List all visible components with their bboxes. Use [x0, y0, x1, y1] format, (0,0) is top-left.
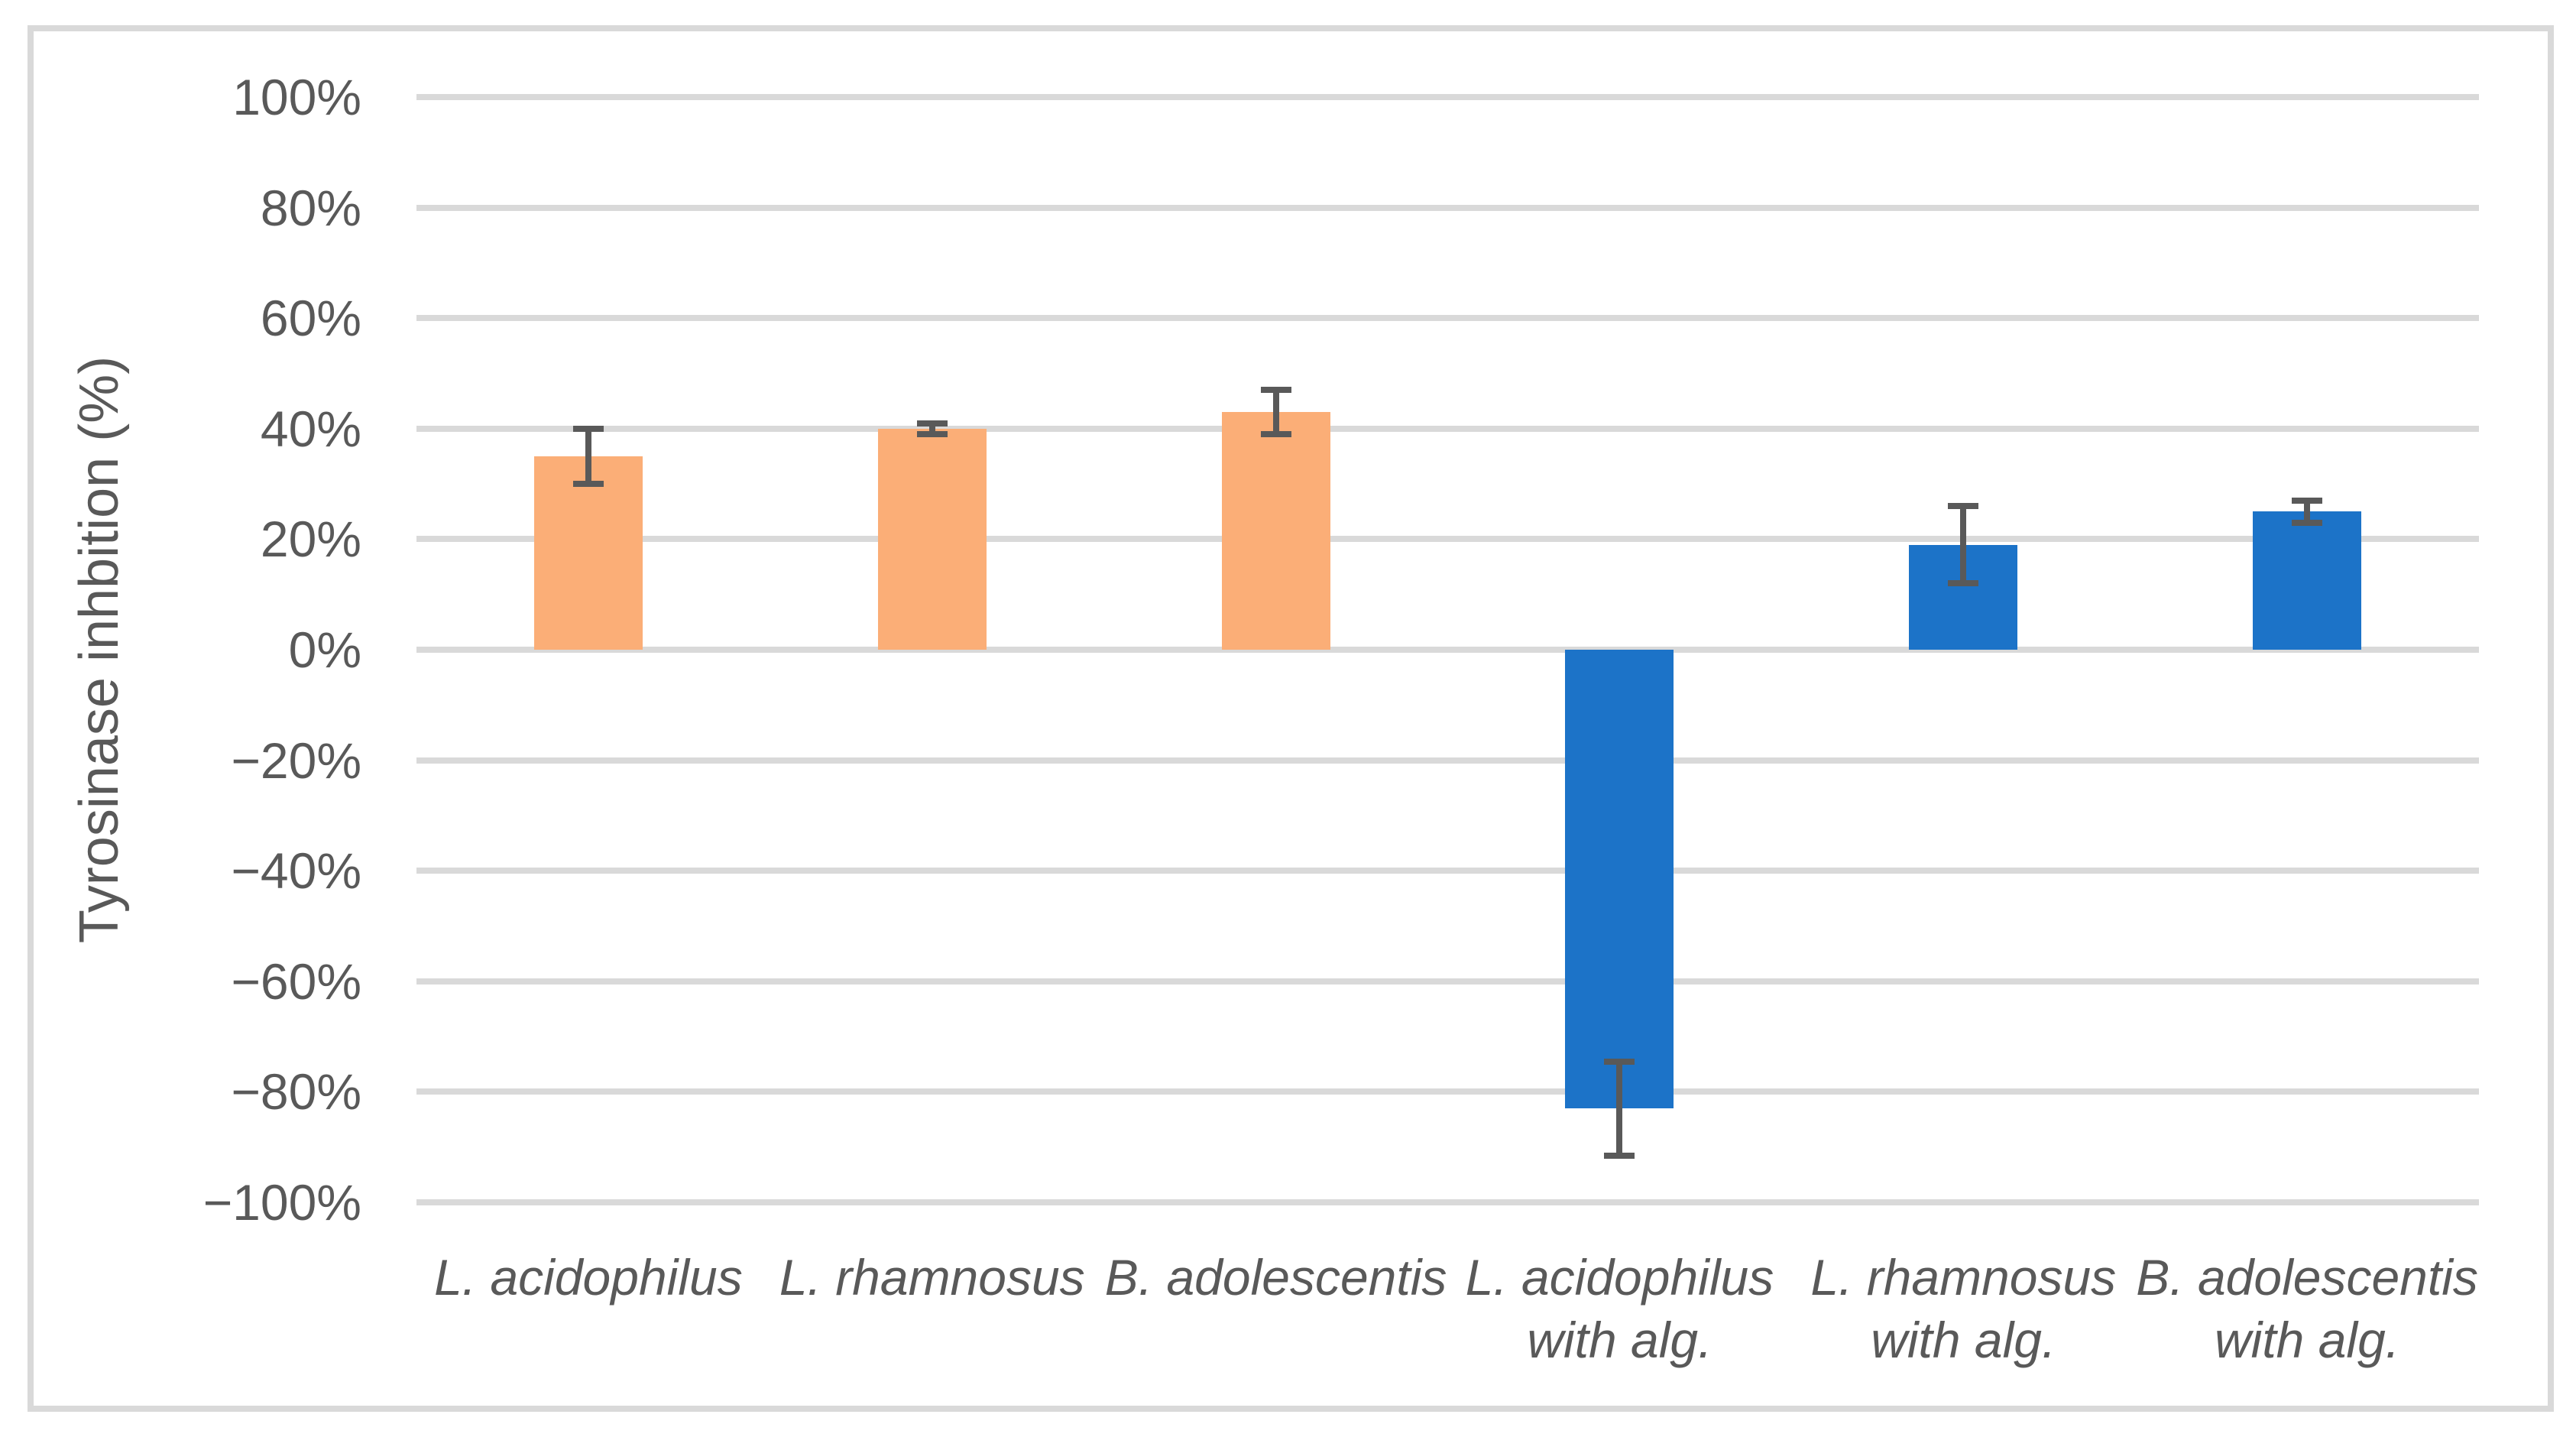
gridline	[416, 425, 2479, 432]
error-bar-cap	[1948, 503, 1979, 510]
error-bar-cap	[2292, 519, 2323, 526]
gridline	[416, 757, 2479, 764]
chart-border	[28, 25, 2554, 1412]
bar-b-adolescentis	[1221, 412, 1330, 650]
y-tick-label: 80%	[260, 179, 361, 236]
y-tick-label: −80%	[231, 1063, 361, 1121]
error-bar-cap	[916, 420, 948, 427]
y-tick-label: 40%	[260, 400, 361, 457]
bar-l-rhamnosus	[877, 428, 987, 650]
gridline	[416, 868, 2479, 874]
error-bar-line	[1960, 506, 1967, 584]
gridline	[416, 1199, 2479, 1205]
error-bar-cap	[2292, 497, 2323, 504]
y-tick-label: −40%	[231, 842, 361, 900]
bar-b-adolescentis-with-alg	[2253, 511, 2362, 650]
y-tick-label: −60%	[231, 952, 361, 1010]
y-tick-label: 60%	[260, 290, 361, 347]
error-bar-cap	[572, 425, 604, 432]
error-bar-cap	[1604, 1152, 1635, 1159]
gridline	[416, 1088, 2479, 1095]
error-bar-line	[1272, 390, 1279, 435]
x-category-label-l-acidophilus: L. acidophilus	[434, 1249, 743, 1306]
error-bar-cap	[1604, 1058, 1635, 1065]
x-category-label-l-rhamnosus: L. rhamnosus	[779, 1249, 1085, 1306]
gridline	[416, 978, 2479, 984]
gridline	[416, 536, 2479, 543]
x-category-label-l-rhamnosus-with-alg: L. rhamnosus with alg.	[1810, 1249, 2117, 1368]
error-bar-line	[1616, 1061, 1623, 1156]
error-bar-line	[928, 423, 935, 435]
y-tick-label: 0%	[288, 621, 361, 678]
gridline	[416, 315, 2479, 322]
error-bar-cap	[572, 481, 604, 488]
error-bar-line	[585, 428, 591, 485]
error-bar-cap	[1948, 580, 1979, 587]
gridline	[416, 204, 2479, 211]
gridline	[416, 94, 2479, 100]
x-category-label-b-adolescentis-with-alg: B. adolescentis with alg.	[2136, 1249, 2478, 1368]
error-bar-line	[2304, 500, 2311, 523]
x-category-label-b-adolescentis: B. adolescentis	[1104, 1249, 1447, 1306]
gridline	[416, 647, 2479, 653]
y-tick-label: 100%	[232, 69, 361, 125]
bar-l-acidophilus	[533, 456, 643, 650]
x-category-label-l-acidophilus-with-alg: L. acidophilus with alg.	[1465, 1249, 1774, 1368]
y-tick-label: −100%	[203, 1174, 361, 1231]
bar-l-acidophilus-with-alg	[1565, 650, 1674, 1109]
error-bar-cap	[1260, 387, 1291, 394]
error-bar-cap	[916, 431, 948, 438]
y-tick-label: 20%	[260, 511, 361, 568]
y-tick-label: −20%	[231, 731, 361, 789]
error-bar-cap	[1260, 431, 1291, 438]
